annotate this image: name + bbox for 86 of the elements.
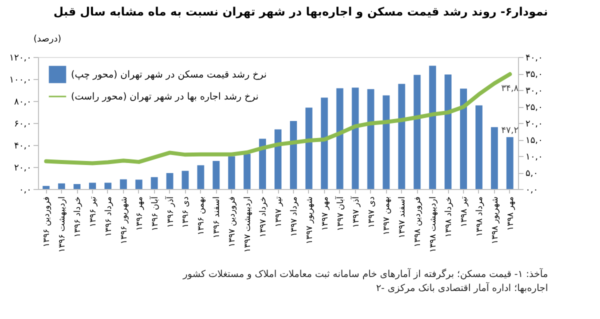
bar — [150, 177, 158, 189]
bar — [444, 74, 452, 189]
x-tick-label: دی ۱۳۹۶ — [181, 196, 192, 228]
bar — [120, 179, 127, 189]
y-tick-label: ۱۰۰,۰ — [9, 76, 32, 86]
legend-label: نرخ رشد اجاره بها در شهر تهران (محور راست) — [71, 92, 259, 102]
data-label: ۴۷,۲ — [501, 126, 519, 136]
bar — [274, 129, 282, 189]
y2-tick-label: ۵,۰ — [526, 169, 538, 179]
bar — [259, 138, 266, 189]
x-tick-label: آبان ۱۳۹۷ — [334, 196, 346, 232]
x-tick-label: دی ۱۳۹۷ — [366, 196, 377, 228]
bar — [197, 165, 204, 189]
x-tick-label: تیر ۱۳۹۶ — [88, 196, 98, 228]
x-tick-label: مرداد ۱۳۹۶ — [104, 196, 114, 237]
y-tick-label: ۰,۰ — [18, 186, 32, 196]
x-tick-label: اردیبهشت ۱۳۹۶ — [58, 196, 68, 252]
bar — [352, 88, 359, 189]
x-tick-label: شهریور ۱۳۹۷ — [304, 196, 315, 244]
bar — [104, 182, 112, 189]
y-axis-title: (درصد) — [34, 34, 62, 44]
bar — [42, 186, 50, 189]
y2-tick-label: ۱۵,۰ — [526, 136, 543, 146]
data-label: ۳۴,۸ — [501, 84, 519, 94]
x-tick-label: آذر ۱۳۹۷ — [350, 196, 362, 228]
bar — [414, 74, 421, 189]
bar — [244, 154, 251, 189]
x-tick-label: شهریور ۱۳۹۶ — [119, 196, 130, 244]
y2-tick-label: ۰,۰ — [526, 186, 538, 196]
bar — [212, 160, 220, 189]
y-tick-label: ۱۲۰,۰ — [9, 54, 32, 64]
bar — [336, 88, 344, 189]
bar — [58, 183, 66, 189]
y2-tick-label: ۴۰,۰ — [526, 54, 543, 64]
chart-title: نمودار۶- روند رشد قیمت مسکن و اجاره‌بها در شهر تهران نسبت به ماه مشابه سال قبل — [54, 4, 548, 18]
bar — [367, 89, 374, 189]
y2-tick-label: ۳۵,۰ — [526, 70, 543, 80]
x-tick-label: مهر ۱۳۹۷ — [320, 196, 330, 231]
bar — [290, 121, 297, 189]
bar — [182, 170, 189, 189]
bar — [490, 127, 498, 189]
text: مآخذ: ۱- قیمت مسکن؛ برگرفته از آمارهای خام سامانه ثبت معاملات املاک و مستغلات کشور — [182, 268, 548, 280]
y2-tick-label: ۲۰,۰ — [526, 120, 543, 130]
bar — [382, 95, 390, 189]
x-tick-label: مهر ۱۳۹۶ — [134, 196, 145, 231]
y-tick-label: ۸۰,۰ — [14, 98, 32, 108]
bar — [74, 184, 81, 189]
y-tick-label: ۴۰,۰ — [14, 142, 32, 152]
y2-tick-label: ۱۰,۰ — [526, 152, 543, 162]
x-tick-label: شهریور ۱۳۹۸ — [490, 196, 500, 244]
x-tick-label: آذر ۱۳۹۶ — [164, 196, 176, 228]
x-tick-label: تیر ۱۳۹۷ — [274, 196, 284, 228]
bar — [506, 137, 514, 189]
x-tick-label: اردیبهشت ۱۳۹۷ — [243, 196, 254, 252]
x-tick-label: اسفند ۱۳۹۶ — [212, 196, 222, 238]
x-tick-label: بهمن ۱۳۹۷ — [382, 196, 392, 236]
x-tick-label: خرداد ۱۳۹۷ — [258, 196, 269, 238]
x-tick-label: خرداد ۱۳۹۶ — [73, 196, 84, 238]
x-tick-label: مرداد ۱۳۹۷ — [289, 196, 300, 237]
x-tick-label: فروردین ۱۳۹۶ — [42, 196, 52, 248]
bar — [135, 180, 142, 189]
y-tick-label: ۲۰,۰ — [14, 164, 32, 174]
text: ۲- اجاره‌بها؛ اداره آمار اقتصادی بانک مرکزی — [376, 282, 548, 294]
x-tick-label: تیر ۱۳۹۸ — [460, 196, 470, 228]
x-tick-label: خرداد ۱۳۹۸ — [444, 196, 454, 238]
legend-label: نرخ رشد قیمت مسکن در شهر تهران (محور چپ) — [71, 70, 267, 80]
x-tick-label: اردیبهشت ۱۳۹۸ — [428, 196, 439, 252]
y2-tick-label: ۳۰,۰ — [526, 86, 543, 96]
y2-tick-label: ۲۵,۰ — [526, 103, 543, 113]
bar — [429, 66, 436, 189]
bar — [89, 182, 96, 189]
bar — [320, 98, 328, 189]
bar — [166, 173, 174, 189]
x-tick-label: مهر ۱۳۹۸ — [506, 196, 516, 231]
x-tick-label: فروردین ۱۳۹۸ — [413, 196, 424, 248]
bar — [398, 84, 406, 189]
x-tick-label: آبان ۱۳۹۶ — [149, 196, 160, 232]
x-tick-label: اسفند ۱۳۹۷ — [398, 196, 408, 238]
x-tick-label: بهمن ۱۳۹۶ — [196, 196, 207, 236]
y-tick-label: ۶۰,۰ — [14, 120, 32, 130]
bar — [460, 88, 467, 189]
x-tick-label: فروردین ۱۳۹۷ — [228, 196, 238, 248]
bar — [475, 105, 482, 189]
bar — [228, 156, 236, 189]
x-tick-label: مرداد ۱۳۹۸ — [474, 196, 485, 237]
bar — [305, 108, 312, 189]
